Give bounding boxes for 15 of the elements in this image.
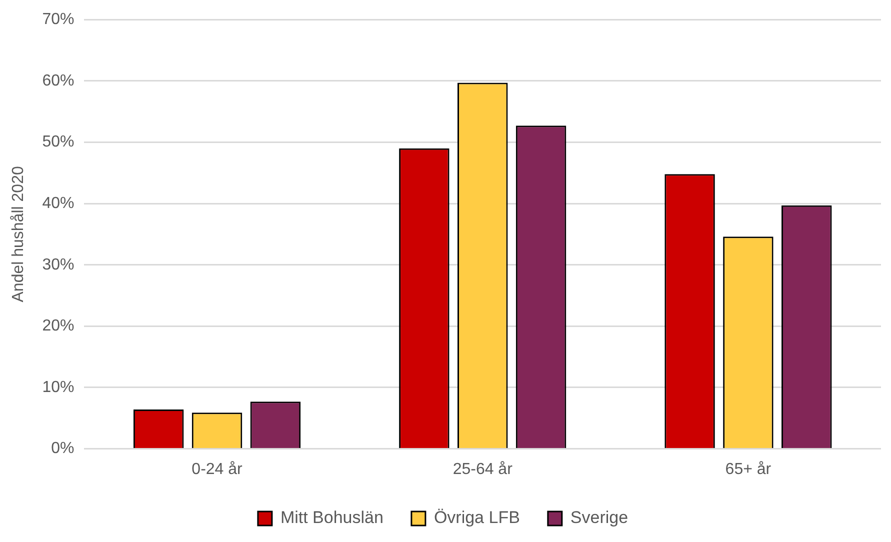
y-tick-label: 60% — [42, 72, 74, 90]
y-tick-label: 20% — [42, 318, 74, 335]
y-tick-label: 0% — [51, 440, 74, 458]
legend-label: Mitt Bohuslän — [280, 508, 384, 528]
y-tick-label: 30% — [42, 256, 74, 274]
y-tick-label: 10% — [42, 378, 74, 396]
legend-label: Övriga LFB — [434, 508, 520, 528]
y-tick-label: 40% — [42, 194, 74, 212]
x-tick-label: 25-64 år — [452, 460, 514, 478]
y-tick-label: 50% — [42, 134, 74, 151]
x-tick-label: 65+ år — [725, 460, 772, 478]
y-tick-label: 70% — [42, 11, 74, 28]
legend-label: Sverige — [570, 508, 628, 528]
x-tick-label: 0-24 år — [192, 460, 244, 478]
y-axis-title: Andel hushåll 2020 — [10, 166, 28, 302]
